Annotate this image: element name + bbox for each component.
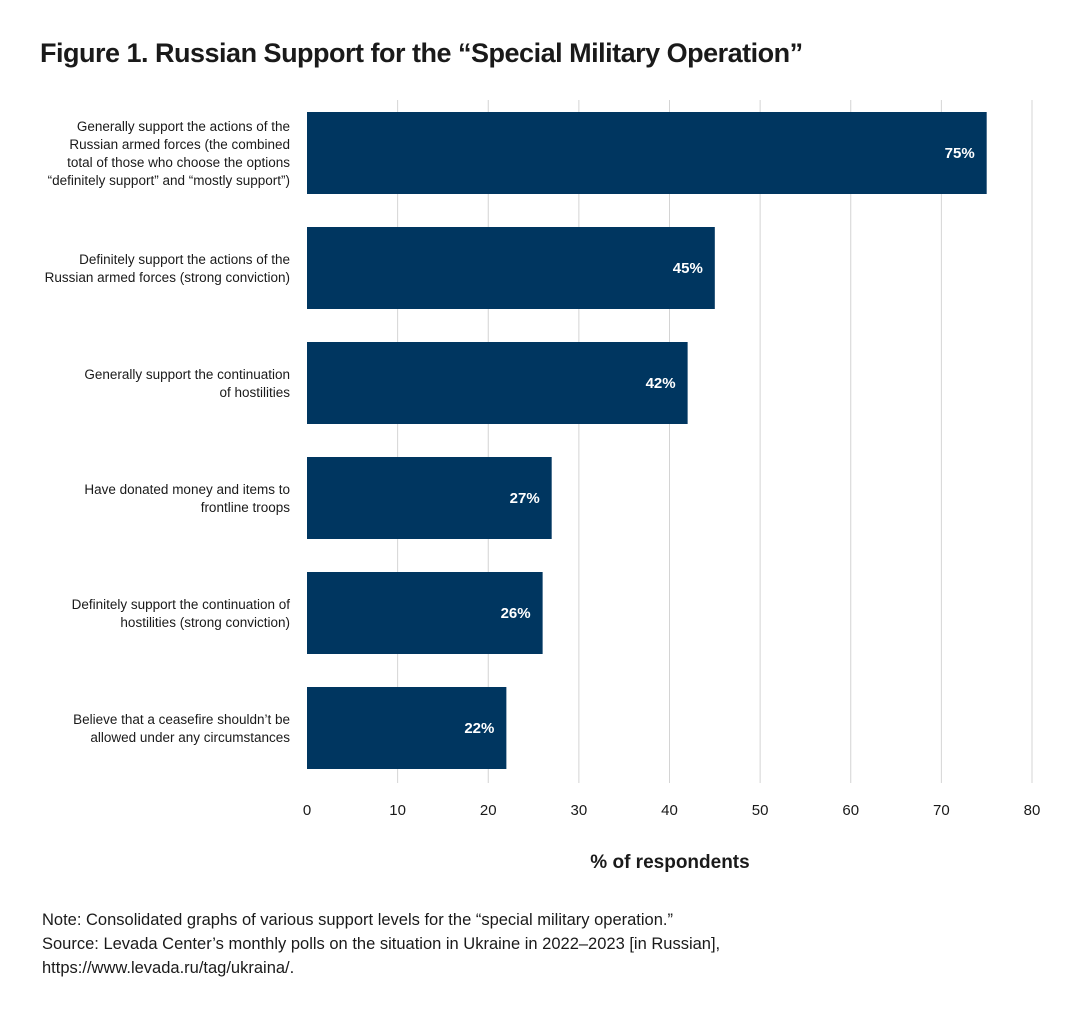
x-tick-label: 80 <box>1024 802 1041 819</box>
category-label-line: allowed under any circumstances <box>90 730 290 745</box>
bar-chart: 75% 45% 42% 27% 26% 22% Generally support the… <box>45 100 1041 873</box>
bar-value-label: 42% <box>646 375 676 392</box>
bar <box>307 457 552 539</box>
category-labels: Generally support the actions of the Russ… <box>45 119 291 745</box>
x-tick-label: 50 <box>752 802 769 819</box>
category-label-line: Russian armed forces (the combined <box>69 137 290 152</box>
bar <box>307 112 987 194</box>
category-label: Definitely support the actions of the Rus… <box>45 252 290 285</box>
category-label-line: total of those who choose the options <box>67 155 290 170</box>
category-label-line: Have donated money and items to <box>84 482 290 497</box>
bars: 75% 45% 42% 27% 26% 22% <box>307 112 987 769</box>
bar-value-label: 27% <box>510 490 540 507</box>
category-label-line: Generally support the continuation <box>84 367 290 382</box>
x-tick-label: 10 <box>389 802 406 819</box>
category-label-line: frontline troops <box>201 500 291 515</box>
x-tick-labels: 0 10 20 30 40 50 60 70 80 <box>303 802 1041 819</box>
category-label-line: of hostilities <box>219 385 290 400</box>
bar <box>307 687 507 769</box>
chart-title: Figure 1. Russian Support for the “Speci… <box>40 38 803 68</box>
category-label-line: Generally support the actions of the <box>77 119 290 134</box>
bar-value-label: 75% <box>945 145 975 162</box>
notes: Note: Consolidated graphs of various sup… <box>42 908 720 980</box>
note-text: Note: Consolidated graphs of various sup… <box>42 911 673 929</box>
x-tick-label: 20 <box>480 802 497 819</box>
gridlines <box>397 100 1033 783</box>
category-label: Definitely support the continuation of ho… <box>72 597 291 630</box>
x-tick-label: 40 <box>661 802 678 819</box>
category-label: Believe that a ceasefire shouldn’t be all… <box>73 712 290 745</box>
bar <box>307 572 543 654</box>
bar <box>307 342 688 424</box>
category-label-line: Definitely support the actions of the <box>79 252 290 267</box>
bar-value-label: 26% <box>501 605 531 622</box>
bar <box>307 227 715 309</box>
x-tick-label: 30 <box>571 802 588 819</box>
category-label-line: hostilities (strong conviction) <box>120 615 290 630</box>
category-label-line: Russian armed forces (strong conviction) <box>45 270 290 285</box>
bar-value-label: 45% <box>673 260 703 277</box>
x-axis-title: % of respondents <box>590 852 749 873</box>
source-url: https://www.levada.ru/tag/ukraina/. <box>42 959 295 977</box>
category-label-line: Definitely support the continuation of <box>72 597 291 612</box>
bar-value-label: 22% <box>464 720 494 737</box>
category-label-line: “definitely support” and “mostly support… <box>48 173 290 188</box>
category-label: Have donated money and items to frontline… <box>84 482 290 515</box>
x-tick-label: 60 <box>842 802 859 819</box>
x-tick-label: 70 <box>933 802 950 819</box>
category-label-line: Believe that a ceasefire shouldn’t be <box>73 712 290 727</box>
x-tick-label: 0 <box>303 802 311 819</box>
category-label: Generally support the continuation of hos… <box>84 367 290 400</box>
category-label: Generally support the actions of the Russ… <box>48 119 291 188</box>
source-text: Source: Levada Center’s monthly polls on… <box>42 935 721 953</box>
